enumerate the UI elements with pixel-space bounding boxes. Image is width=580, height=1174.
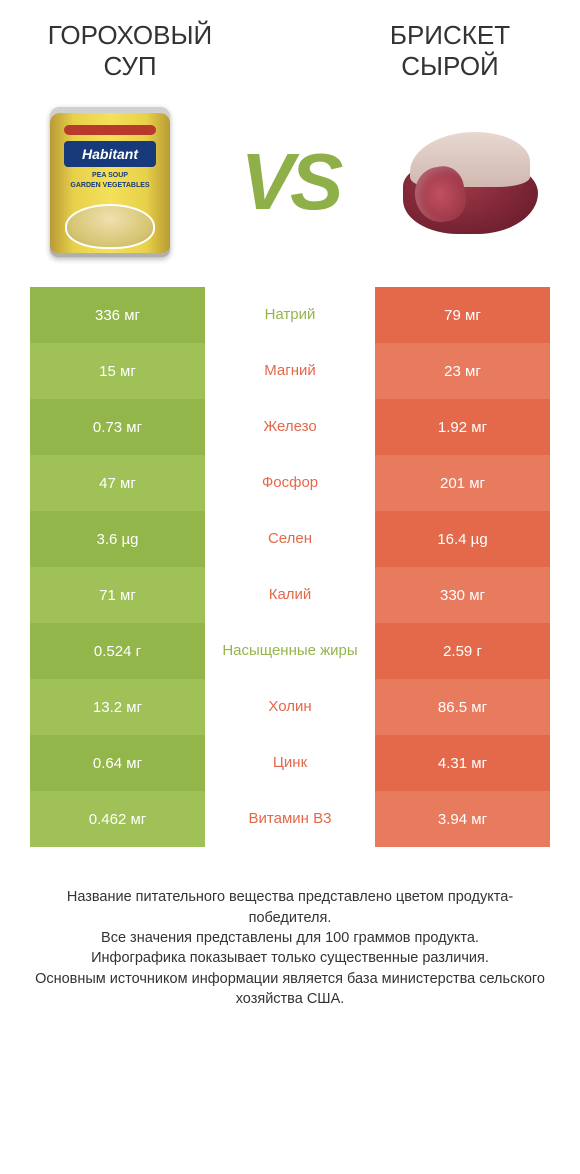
left-value: 13.2 мг (30, 679, 205, 735)
left-value: 47 мг (30, 455, 205, 511)
right-value: 16.4 µg (375, 511, 550, 567)
table-row: 15 мгМагний23 мг (30, 343, 550, 399)
right-product-title: БРИСКЕТ СЫРОЙ (350, 20, 550, 82)
left-product-title: ГОРОХОВЫЙ СУП (30, 20, 230, 82)
table-row: 0.73 мгЖелезо1.92 мг (30, 399, 550, 455)
footer-line: Основным источником информации является … (35, 971, 545, 1007)
right-value: 23 мг (375, 343, 550, 399)
right-value: 2.59 г (375, 623, 550, 679)
nutrient-name: Калий (205, 567, 375, 623)
left-value: 71 мг (30, 567, 205, 623)
right-value: 330 мг (375, 567, 550, 623)
left-title-line2: СУП (103, 51, 156, 81)
right-title-line2: СЫРОЙ (401, 51, 498, 81)
nutrient-name: Витамин B3 (205, 791, 375, 847)
footer-line: Все значения представлены для 100 граммо… (101, 930, 479, 946)
left-value: 0.73 мг (30, 399, 205, 455)
nutrient-name: Натрий (205, 287, 375, 343)
table-row: 47 мгФосфор201 мг (30, 455, 550, 511)
nutrient-name: Железо (205, 399, 375, 455)
vs-label: VS (241, 136, 340, 228)
soup-can-icon: Habitant PEA SOUP GARDEN VEGETABLES (50, 107, 170, 257)
left-value: 3.6 µg (30, 511, 205, 567)
footer-line: Название питательного вещества представл… (67, 889, 513, 925)
can-logo: Habitant (64, 141, 156, 167)
nutrient-name: Магний (205, 343, 375, 399)
nutrient-name: Селен (205, 511, 375, 567)
left-value: 15 мг (30, 343, 205, 399)
nutrient-name: Холин (205, 679, 375, 735)
right-value: 3.94 мг (375, 791, 550, 847)
table-row: 13.2 мгХолин86.5 мг (30, 679, 550, 735)
images-row: Habitant PEA SOUP GARDEN VEGETABLES VS (0, 92, 580, 287)
nutrient-name: Фосфор (205, 455, 375, 511)
header: ГОРОХОВЫЙ СУП БРИСКЕТ СЫРОЙ (0, 0, 580, 92)
left-value: 0.462 мг (30, 791, 205, 847)
brisket-icon (395, 127, 545, 237)
table-row: 71 мгКалий330 мг (30, 567, 550, 623)
nutrient-table: 336 мгНатрий79 мг15 мгМагний23 мг0.73 мг… (0, 287, 580, 847)
table-row: 0.462 мгВитамин B33.94 мг (30, 791, 550, 847)
right-title-line1: БРИСКЕТ (390, 20, 510, 50)
table-row: 336 мгНатрий79 мг (30, 287, 550, 343)
left-value: 0.524 г (30, 623, 205, 679)
right-value: 4.31 мг (375, 735, 550, 791)
right-value: 1.92 мг (375, 399, 550, 455)
right-value: 79 мг (375, 287, 550, 343)
left-value: 0.64 мг (30, 735, 205, 791)
left-value: 336 мг (30, 287, 205, 343)
left-title-line1: ГОРОХОВЫЙ (48, 20, 212, 50)
right-value: 201 мг (375, 455, 550, 511)
left-product-image: Habitant PEA SOUP GARDEN VEGETABLES (30, 102, 190, 262)
table-row: 0.524 гНасыщенные жиры2.59 г (30, 623, 550, 679)
footer-notes: Название питательного вещества представл… (0, 847, 580, 1039)
footer-line: Инфографика показывает только существенн… (91, 950, 489, 966)
nutrient-name: Насыщенные жиры (205, 623, 375, 679)
right-value: 86.5 мг (375, 679, 550, 735)
right-product-image (390, 102, 550, 262)
can-subtext: PEA SOUP GARDEN VEGETABLES (64, 171, 156, 193)
table-row: 0.64 мгЦинк4.31 мг (30, 735, 550, 791)
nutrient-name: Цинк (205, 735, 375, 791)
table-row: 3.6 µgСелен16.4 µg (30, 511, 550, 567)
